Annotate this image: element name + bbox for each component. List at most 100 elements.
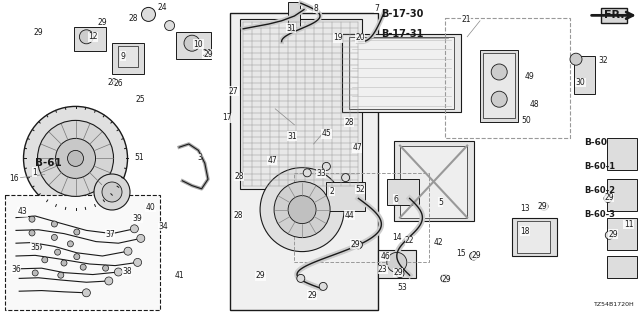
- Circle shape: [94, 174, 130, 210]
- Circle shape: [80, 264, 86, 270]
- Text: 18: 18: [520, 227, 529, 236]
- Bar: [342, 34, 461, 112]
- Text: 6: 6: [393, 195, 398, 204]
- Text: 22: 22: [405, 236, 414, 245]
- Text: 49: 49: [525, 72, 535, 81]
- Text: 40: 40: [145, 203, 156, 212]
- Text: 29: 29: [255, 271, 266, 280]
- Text: 29: 29: [307, 291, 317, 300]
- Text: 42: 42: [433, 238, 444, 247]
- Text: B-17-30: B-17-30: [381, 9, 423, 20]
- Text: 41: 41: [174, 271, 184, 280]
- Bar: [574, 56, 595, 94]
- Text: 32: 32: [598, 56, 609, 65]
- Text: 2: 2: [330, 187, 335, 196]
- Text: 48: 48: [529, 100, 540, 108]
- Text: 34: 34: [158, 222, 168, 231]
- Circle shape: [470, 252, 477, 260]
- Circle shape: [115, 268, 122, 276]
- Circle shape: [260, 168, 344, 252]
- Circle shape: [79, 30, 93, 44]
- Bar: [378, 250, 416, 278]
- Circle shape: [51, 235, 58, 240]
- Text: 51: 51: [134, 153, 145, 162]
- Circle shape: [355, 241, 362, 249]
- Circle shape: [58, 272, 64, 278]
- Bar: [349, 37, 454, 109]
- Circle shape: [396, 269, 404, 278]
- Text: 29: 29: [442, 275, 452, 284]
- Circle shape: [68, 150, 84, 166]
- Text: 31: 31: [286, 24, 296, 33]
- Circle shape: [124, 247, 132, 255]
- Text: 28: 28: [235, 172, 244, 181]
- Text: 24: 24: [157, 3, 167, 12]
- Circle shape: [51, 221, 58, 227]
- Circle shape: [42, 257, 48, 263]
- Circle shape: [32, 270, 38, 276]
- Text: 23: 23: [378, 265, 388, 274]
- Circle shape: [387, 252, 407, 272]
- Text: B-61: B-61: [35, 157, 62, 168]
- Text: 53: 53: [397, 283, 407, 292]
- Text: 21: 21: [461, 15, 470, 24]
- Text: 29: 29: [604, 193, 614, 202]
- Text: 28: 28: [344, 118, 353, 127]
- Text: 35: 35: [30, 243, 40, 252]
- Bar: [607, 138, 637, 170]
- Text: TZ54B1720H: TZ54B1720H: [594, 301, 635, 307]
- Circle shape: [38, 120, 113, 196]
- Bar: [74, 27, 106, 51]
- Text: 9: 9: [120, 52, 125, 60]
- Text: 47: 47: [352, 143, 362, 152]
- Text: 29: 29: [393, 268, 403, 277]
- Bar: [607, 256, 637, 278]
- Text: B-60-2: B-60-2: [584, 186, 616, 195]
- Bar: [400, 146, 467, 218]
- Text: 46: 46: [380, 252, 390, 261]
- Bar: [394, 141, 474, 221]
- Text: 8: 8: [314, 4, 319, 12]
- Circle shape: [605, 231, 613, 239]
- Text: 28: 28: [234, 211, 243, 220]
- Circle shape: [297, 274, 305, 282]
- Circle shape: [540, 203, 548, 211]
- Bar: [512, 218, 557, 256]
- Text: 31: 31: [287, 132, 297, 140]
- Text: 44: 44: [344, 211, 355, 220]
- Text: 28: 28: [129, 14, 138, 23]
- Circle shape: [570, 53, 582, 65]
- Bar: [607, 179, 637, 211]
- Text: 45: 45: [321, 129, 332, 138]
- Bar: [288, 2, 300, 30]
- Text: 5: 5: [438, 198, 443, 207]
- Circle shape: [29, 216, 35, 222]
- Text: 1: 1: [32, 168, 37, 177]
- Circle shape: [492, 91, 508, 107]
- Text: 27: 27: [228, 87, 239, 96]
- Circle shape: [288, 196, 316, 224]
- Text: B-60-3: B-60-3: [584, 210, 615, 219]
- Circle shape: [319, 282, 327, 291]
- Text: 52: 52: [355, 185, 365, 194]
- Bar: [294, 173, 429, 262]
- Bar: [517, 221, 550, 253]
- Text: 12: 12: [88, 32, 97, 41]
- Bar: [5, 195, 160, 310]
- Bar: [118, 46, 138, 67]
- Circle shape: [131, 225, 138, 233]
- Circle shape: [164, 20, 175, 31]
- Text: B-17-31: B-17-31: [381, 28, 423, 39]
- Circle shape: [74, 254, 80, 260]
- Text: 11: 11: [624, 220, 633, 229]
- Circle shape: [184, 35, 200, 51]
- Circle shape: [102, 182, 122, 202]
- Text: 10: 10: [193, 40, 204, 49]
- Circle shape: [56, 139, 95, 179]
- Circle shape: [323, 163, 330, 171]
- Text: 29: 29: [472, 251, 482, 260]
- Circle shape: [35, 244, 42, 250]
- Circle shape: [441, 274, 449, 282]
- Bar: [445, 18, 570, 138]
- Bar: [112, 43, 144, 74]
